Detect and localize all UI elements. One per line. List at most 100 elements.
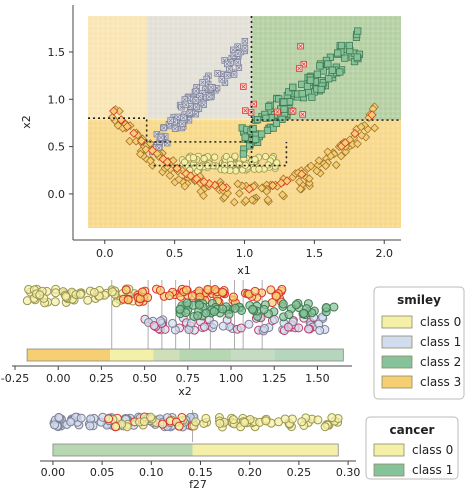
x-ticks: 0.0 0.5 1.0 1.5 2.0 [96,240,393,260]
point-class-3 [370,123,380,133]
point-class-3 [229,197,239,207]
point-class-3 [312,166,322,176]
point-class-0 [255,165,263,173]
point-misclassified [136,136,147,146]
point-class-0 [251,155,259,163]
x2-point-class-3 [155,285,165,295]
point-class-1-cross [220,71,225,77]
legend-label: class 1 [412,463,453,477]
x2-ticks: -0.25 0.00 0.25 0.50 0.75 1.00 1.25 1.50 [1,366,330,385]
point-misclassified-cross [301,62,306,67]
legend-swatch [381,315,413,329]
point-class-1-cross [227,67,232,72]
point-class-0 [261,152,270,161]
point-class-3 [304,178,314,188]
x2-point-class-2 [193,311,203,321]
x2-point-class-2 [284,310,294,320]
point-class-0 [231,152,239,160]
point-misclassified [297,169,307,179]
point-class-2 [336,68,344,76]
f27-point-class-1 [54,412,64,422]
x2-point-class-2 [247,304,257,314]
x2-point-class-0 [50,297,60,307]
cancer-legend-items: class 0 class 1 [373,443,453,477]
x2-point-class-1 [315,325,325,335]
x2-point-class-3 [164,291,174,301]
point-class-3 [233,179,243,189]
point-class-3 [146,156,155,166]
point-class-3 [125,136,135,146]
x2-tick-label: 1.25 [262,372,287,385]
legend-label: class 0 [412,443,453,457]
smiley-legend-title: smiley [397,293,441,307]
x2-point-class-3 [137,287,147,297]
point-class-2 [298,90,306,98]
x2-colorbar-segment [27,349,111,361]
point-class-2 [289,83,297,91]
point-class-2 [239,150,247,158]
x2-point-class-1 [209,319,219,329]
point-class-2 [241,133,249,141]
point-class-0 [189,154,197,162]
f27-colorbar-frame [52,443,339,457]
x2-point-class-1 [236,323,246,333]
point-class-2 [353,53,361,61]
x2-point-class-0 [61,291,71,301]
x2-point-class-1 [244,319,254,329]
point-misclassified [340,138,350,148]
x2-colorbar-segment [231,349,275,361]
point-class-3 [174,175,184,184]
point-class-1-cross [182,97,187,102]
x2-point-class-2 [175,304,185,314]
point-misclassified [109,106,119,116]
x2-point-class-2 [259,305,269,315]
f27-point-class-0 [228,415,238,425]
point-class-2 [280,105,288,113]
point-class-3 [331,160,341,170]
point-class-1-cross [175,114,180,119]
x2-point-class-2 [321,302,331,312]
point-class-2 [263,126,272,134]
legend-swatch [373,463,405,477]
point-class-1-cross [183,102,188,107]
point-class-1-cross [207,94,212,99]
point-misclassified [147,145,157,156]
point-class-0 [211,153,219,161]
x2-tick-label: 0.50 [132,372,157,385]
point-misclassified [268,180,278,191]
point-class-3 [165,171,175,180]
y-tick-label: 0.5 [48,141,66,154]
point-class-3 [135,149,145,159]
legend-label: class 0 [420,315,461,329]
x2-point-class-2 [194,300,204,310]
f27-colorbar-segment [192,444,339,456]
point-class-2 [252,135,260,143]
point-class-1-cross [180,121,185,126]
point-class-3 [336,151,346,161]
point-class-3 [145,139,155,148]
f27-point-class-0 [139,417,149,427]
x-tick-label: 2.0 [375,247,393,260]
x2-point-class-0 [111,298,121,308]
x2-colorbar-segment [179,349,232,361]
x2-point-class-3 [121,285,131,295]
cancer-legend-frame [365,416,459,480]
f27-tick-label: 0.00 [41,466,66,479]
point-class-3 [108,112,117,122]
f27-point-class-1 [50,420,60,430]
x2-tick-label: 1.00 [219,372,244,385]
smiley-legend-frame [373,286,465,400]
point-class-3 [357,130,366,140]
f27-tick-label: 0.10 [139,466,164,479]
point-misclassified [162,157,172,167]
point-class-3 [262,186,272,196]
point-class-1-cross [187,110,192,115]
point-class-3 [356,122,366,132]
threshold-left [88,117,252,143]
legend-swatch [381,375,413,389]
point-class-1-cross [181,115,186,120]
x2-point-class-3 [181,285,191,295]
decision-map-points [108,27,380,207]
point-class-3 [113,121,123,130]
f27-point-class-0 [201,413,211,423]
